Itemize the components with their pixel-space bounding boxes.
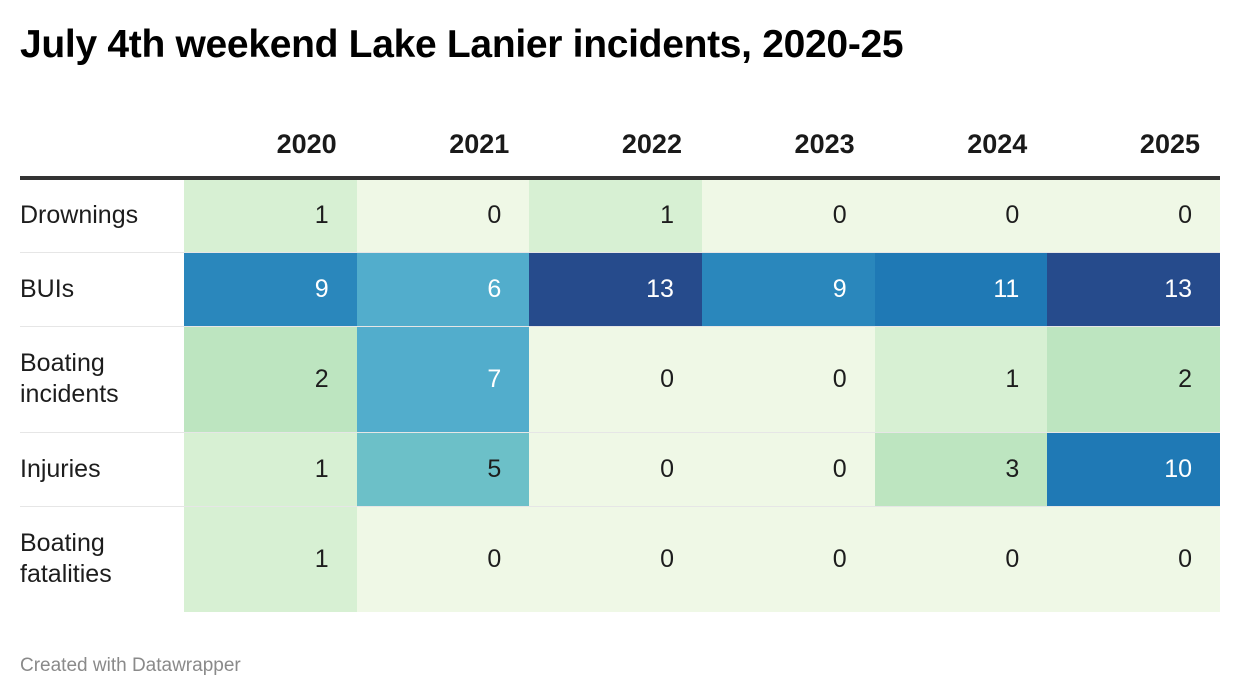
row-label: Drownings <box>20 178 184 252</box>
heat-cell: 5 <box>356 431 530 506</box>
heat-cell: 1 <box>184 178 357 252</box>
heat-cell: 0 <box>356 505 530 612</box>
heat-cell: 0 <box>529 431 702 506</box>
column-header: 2022 <box>529 112 702 180</box>
heat-cell: 0 <box>529 505 702 612</box>
heat-cell: 9 <box>701 251 875 326</box>
heat-cell: 0 <box>356 178 530 252</box>
heat-cell: 0 <box>701 325 875 432</box>
table-row: BUIs 9 6 13 9 11 13 <box>20 251 1220 326</box>
column-header: 2025 <box>1047 112 1220 180</box>
heatmap-table: 2020 2021 2022 2023 2024 2025 Drownings 1… <box>20 112 1220 612</box>
table-row: Boating fatalities 1 0 0 0 0 0 <box>20 505 1220 612</box>
footer-credit: Created with Datawrapper <box>20 655 241 676</box>
heat-cell: 7 <box>356 325 530 432</box>
heat-cell: 13 <box>1047 251 1220 326</box>
table-row: Drownings 1 0 1 0 0 0 <box>20 178 1220 252</box>
column-header: 2023 <box>701 112 875 180</box>
heat-cell: 1 <box>529 178 702 252</box>
heat-cell: 0 <box>529 325 702 432</box>
chart-title: July 4th weekend Lake Lanier incidents, … <box>20 23 904 66</box>
row-label: Boating incidents <box>20 325 184 432</box>
heat-cell: 1 <box>874 325 1048 432</box>
heat-cell: 13 <box>529 251 702 326</box>
heat-cell: 2 <box>184 325 357 432</box>
header-row: 2020 2021 2022 2023 2024 2025 <box>20 112 1220 180</box>
heat-cell: 0 <box>701 431 875 506</box>
heat-cell: 10 <box>1047 431 1220 506</box>
heat-cell: 0 <box>874 178 1048 252</box>
row-label: BUIs <box>20 251 184 326</box>
column-header: 2021 <box>356 112 530 180</box>
heat-cell: 6 <box>356 251 530 326</box>
table-row: Boating incidents 2 7 0 0 1 2 <box>20 325 1220 432</box>
row-label: Boating fatalities <box>20 505 184 612</box>
header-corner <box>20 112 184 180</box>
heat-cell: 0 <box>701 178 875 252</box>
heat-cell: 3 <box>874 431 1048 506</box>
heat-cell: 0 <box>1047 505 1220 612</box>
heat-cell: 1 <box>184 431 357 506</box>
heat-cell: 11 <box>874 251 1048 326</box>
heat-cell: 0 <box>1047 178 1220 252</box>
heatmap-body: Drownings 1 0 1 0 0 0 BUIs 9 6 13 9 11 13 Boating inci… <box>20 178 1220 612</box>
column-header: 2024 <box>874 112 1048 180</box>
heat-cell: 1 <box>184 505 357 612</box>
heat-cell: 2 <box>1047 325 1220 432</box>
heat-cell: 9 <box>184 251 357 326</box>
table-row: Injuries 1 5 0 0 3 10 <box>20 431 1220 506</box>
column-header: 2020 <box>184 112 357 180</box>
row-label: Injuries <box>20 431 184 506</box>
heat-cell: 0 <box>874 505 1048 612</box>
heat-cell: 0 <box>701 505 875 612</box>
